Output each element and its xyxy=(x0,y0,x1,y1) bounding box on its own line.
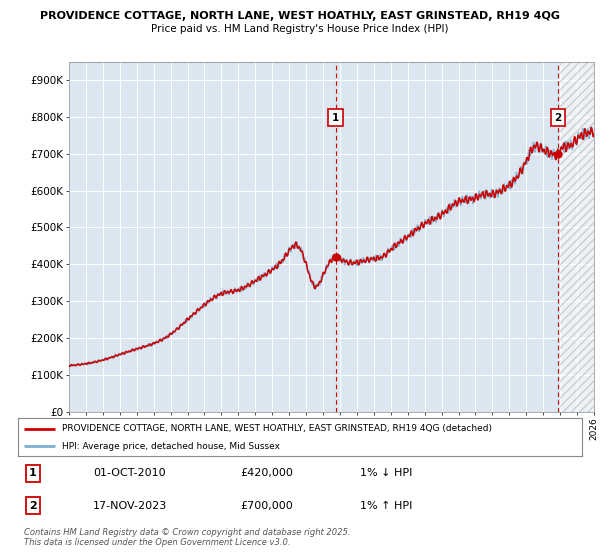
Text: £420,000: £420,000 xyxy=(240,468,293,478)
Text: 01-OCT-2010: 01-OCT-2010 xyxy=(93,468,166,478)
Text: PROVIDENCE COTTAGE, NORTH LANE, WEST HOATHLY, EAST GRINSTEAD, RH19 4QG: PROVIDENCE COTTAGE, NORTH LANE, WEST HOA… xyxy=(40,11,560,21)
Text: £700,000: £700,000 xyxy=(240,501,293,511)
Text: 1: 1 xyxy=(29,468,37,478)
Text: Contains HM Land Registry data © Crown copyright and database right 2025.
This d: Contains HM Land Registry data © Crown c… xyxy=(24,528,350,547)
Text: 17-NOV-2023: 17-NOV-2023 xyxy=(93,501,167,511)
Text: HPI: Average price, detached house, Mid Sussex: HPI: Average price, detached house, Mid … xyxy=(62,442,280,451)
Text: Price paid vs. HM Land Registry's House Price Index (HPI): Price paid vs. HM Land Registry's House … xyxy=(151,24,449,34)
Text: 1: 1 xyxy=(332,113,340,123)
Text: 2: 2 xyxy=(554,113,562,123)
Text: 2: 2 xyxy=(29,501,37,511)
Text: PROVIDENCE COTTAGE, NORTH LANE, WEST HOATHLY, EAST GRINSTEAD, RH19 4QG (detached: PROVIDENCE COTTAGE, NORTH LANE, WEST HOA… xyxy=(62,424,492,433)
Text: 1% ↑ HPI: 1% ↑ HPI xyxy=(360,501,412,511)
Text: 1% ↓ HPI: 1% ↓ HPI xyxy=(360,468,412,478)
